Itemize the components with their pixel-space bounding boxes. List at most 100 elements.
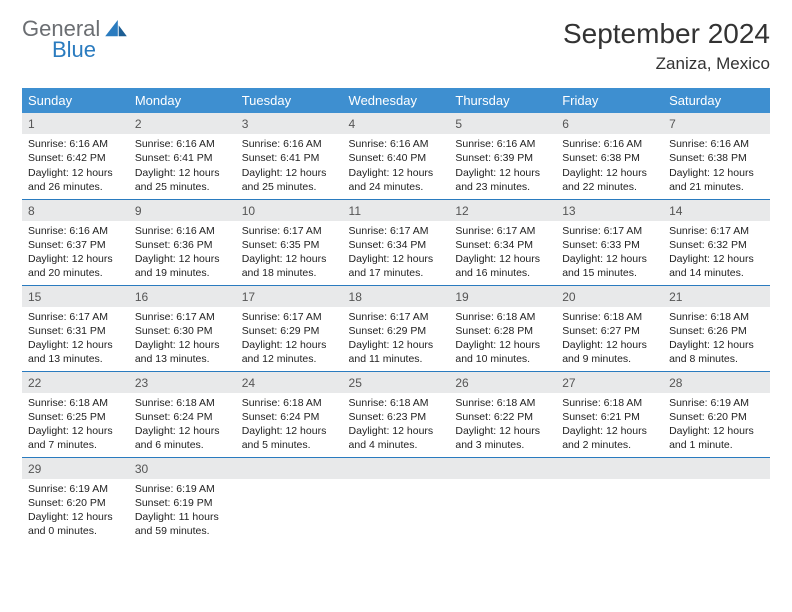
day-content: Sunrise: 6:17 AMSunset: 6:29 PMDaylight:… xyxy=(343,307,450,371)
day-number: 16 xyxy=(129,286,236,307)
day-number: 22 xyxy=(22,372,129,393)
sunrise-text: Sunrise: 6:16 AM xyxy=(669,137,764,151)
calendar-day-cell xyxy=(663,457,770,543)
daylight-text: Daylight: 12 hours and 25 minutes. xyxy=(135,166,230,194)
day-number: 6 xyxy=(556,113,663,134)
day-content: Sunrise: 6:18 AMSunset: 6:28 PMDaylight:… xyxy=(449,307,556,371)
day-number: 27 xyxy=(556,372,663,393)
daylight-text: Daylight: 12 hours and 2 minutes. xyxy=(562,424,657,452)
daylight-text: Daylight: 12 hours and 12 minutes. xyxy=(242,338,337,366)
day-content: Sunrise: 6:18 AMSunset: 6:25 PMDaylight:… xyxy=(22,393,129,457)
sunset-text: Sunset: 6:29 PM xyxy=(349,324,444,338)
day-content: Sunrise: 6:16 AMSunset: 6:40 PMDaylight:… xyxy=(343,134,450,198)
daylight-text: Daylight: 12 hours and 13 minutes. xyxy=(135,338,230,366)
daylight-text: Daylight: 12 hours and 18 minutes. xyxy=(242,252,337,280)
day-number: 8 xyxy=(22,200,129,221)
sunrise-text: Sunrise: 6:18 AM xyxy=(349,396,444,410)
brand-blue: Blue xyxy=(22,39,127,61)
day-content: Sunrise: 6:18 AMSunset: 6:24 PMDaylight:… xyxy=(129,393,236,457)
sunrise-text: Sunrise: 6:18 AM xyxy=(562,310,657,324)
sunrise-text: Sunrise: 6:17 AM xyxy=(455,224,550,238)
calendar-day-cell: 8Sunrise: 6:16 AMSunset: 6:37 PMDaylight… xyxy=(22,199,129,285)
calendar-day-cell: 21Sunrise: 6:18 AMSunset: 6:26 PMDayligh… xyxy=(663,285,770,371)
calendar-day-cell: 4Sunrise: 6:16 AMSunset: 6:40 PMDaylight… xyxy=(343,113,450,199)
logo-sail-icon xyxy=(105,20,127,38)
calendar-day-cell: 30Sunrise: 6:19 AMSunset: 6:19 PMDayligh… xyxy=(129,457,236,543)
sunrise-text: Sunrise: 6:18 AM xyxy=(242,396,337,410)
day-content: Sunrise: 6:17 AMSunset: 6:32 PMDaylight:… xyxy=(663,221,770,285)
day-number: 26 xyxy=(449,372,556,393)
calendar-day-cell: 18Sunrise: 6:17 AMSunset: 6:29 PMDayligh… xyxy=(343,285,450,371)
calendar-table: Sunday Monday Tuesday Wednesday Thursday… xyxy=(22,88,770,543)
sunrise-text: Sunrise: 6:18 AM xyxy=(455,396,550,410)
calendar-day-cell: 1Sunrise: 6:16 AMSunset: 6:42 PMDaylight… xyxy=(22,113,129,199)
sunset-text: Sunset: 6:24 PM xyxy=(242,410,337,424)
day-content: Sunrise: 6:17 AMSunset: 6:33 PMDaylight:… xyxy=(556,221,663,285)
day-number xyxy=(343,458,450,479)
calendar-day-cell: 27Sunrise: 6:18 AMSunset: 6:21 PMDayligh… xyxy=(556,371,663,457)
day-number: 11 xyxy=(343,200,450,221)
sunset-text: Sunset: 6:35 PM xyxy=(242,238,337,252)
day-number: 5 xyxy=(449,113,556,134)
sunrise-text: Sunrise: 6:16 AM xyxy=(349,137,444,151)
day-number: 21 xyxy=(663,286,770,307)
sunrise-text: Sunrise: 6:17 AM xyxy=(349,310,444,324)
calendar-day-cell: 22Sunrise: 6:18 AMSunset: 6:25 PMDayligh… xyxy=(22,371,129,457)
daylight-text: Daylight: 12 hours and 17 minutes. xyxy=(349,252,444,280)
calendar-day-cell: 29Sunrise: 6:19 AMSunset: 6:20 PMDayligh… xyxy=(22,457,129,543)
sunset-text: Sunset: 6:28 PM xyxy=(455,324,550,338)
daylight-text: Daylight: 12 hours and 16 minutes. xyxy=(455,252,550,280)
day-number: 29 xyxy=(22,458,129,479)
calendar-day-cell xyxy=(343,457,450,543)
calendar-day-cell: 16Sunrise: 6:17 AMSunset: 6:30 PMDayligh… xyxy=(129,285,236,371)
sunset-text: Sunset: 6:23 PM xyxy=(349,410,444,424)
sunset-text: Sunset: 6:20 PM xyxy=(669,410,764,424)
calendar-day-cell: 11Sunrise: 6:17 AMSunset: 6:34 PMDayligh… xyxy=(343,199,450,285)
day-number: 30 xyxy=(129,458,236,479)
day-number: 20 xyxy=(556,286,663,307)
day-number: 17 xyxy=(236,286,343,307)
sunset-text: Sunset: 6:41 PM xyxy=(135,151,230,165)
week-header-row: Sunday Monday Tuesday Wednesday Thursday… xyxy=(22,88,770,113)
sunrise-text: Sunrise: 6:19 AM xyxy=(669,396,764,410)
daylight-text: Daylight: 12 hours and 21 minutes. xyxy=(669,166,764,194)
sunset-text: Sunset: 6:36 PM xyxy=(135,238,230,252)
calendar-day-cell: 9Sunrise: 6:16 AMSunset: 6:36 PMDaylight… xyxy=(129,199,236,285)
day-number: 28 xyxy=(663,372,770,393)
sunset-text: Sunset: 6:27 PM xyxy=(562,324,657,338)
sunset-text: Sunset: 6:33 PM xyxy=(562,238,657,252)
daylight-text: Daylight: 12 hours and 23 minutes. xyxy=(455,166,550,194)
sunrise-text: Sunrise: 6:17 AM xyxy=(562,224,657,238)
sunrise-text: Sunrise: 6:16 AM xyxy=(242,137,337,151)
sunrise-text: Sunrise: 6:18 AM xyxy=(562,396,657,410)
brand-logo: General Blue xyxy=(22,18,127,61)
sunset-text: Sunset: 6:26 PM xyxy=(669,324,764,338)
sunset-text: Sunset: 6:39 PM xyxy=(455,151,550,165)
sunset-text: Sunset: 6:34 PM xyxy=(455,238,550,252)
day-content xyxy=(236,479,343,486)
daylight-text: Daylight: 12 hours and 22 minutes. xyxy=(562,166,657,194)
weekday-header: Friday xyxy=(556,88,663,113)
weekday-header: Wednesday xyxy=(343,88,450,113)
day-content: Sunrise: 6:18 AMSunset: 6:23 PMDaylight:… xyxy=(343,393,450,457)
day-content: Sunrise: 6:18 AMSunset: 6:22 PMDaylight:… xyxy=(449,393,556,457)
day-content: Sunrise: 6:19 AMSunset: 6:20 PMDaylight:… xyxy=(663,393,770,457)
day-number: 18 xyxy=(343,286,450,307)
day-content: Sunrise: 6:18 AMSunset: 6:27 PMDaylight:… xyxy=(556,307,663,371)
day-content xyxy=(556,479,663,486)
sunset-text: Sunset: 6:32 PM xyxy=(669,238,764,252)
day-content: Sunrise: 6:17 AMSunset: 6:29 PMDaylight:… xyxy=(236,307,343,371)
sunset-text: Sunset: 6:37 PM xyxy=(28,238,123,252)
sunset-text: Sunset: 6:24 PM xyxy=(135,410,230,424)
daylight-text: Daylight: 12 hours and 9 minutes. xyxy=(562,338,657,366)
sunset-text: Sunset: 6:29 PM xyxy=(242,324,337,338)
day-content: Sunrise: 6:17 AMSunset: 6:30 PMDaylight:… xyxy=(129,307,236,371)
day-content: Sunrise: 6:17 AMSunset: 6:34 PMDaylight:… xyxy=(449,221,556,285)
daylight-text: Daylight: 12 hours and 8 minutes. xyxy=(669,338,764,366)
daylight-text: Daylight: 11 hours and 59 minutes. xyxy=(135,510,230,538)
calendar-day-cell: 6Sunrise: 6:16 AMSunset: 6:38 PMDaylight… xyxy=(556,113,663,199)
weekday-header: Thursday xyxy=(449,88,556,113)
day-content: Sunrise: 6:16 AMSunset: 6:41 PMDaylight:… xyxy=(129,134,236,198)
day-content: Sunrise: 6:18 AMSunset: 6:24 PMDaylight:… xyxy=(236,393,343,457)
daylight-text: Daylight: 12 hours and 10 minutes. xyxy=(455,338,550,366)
